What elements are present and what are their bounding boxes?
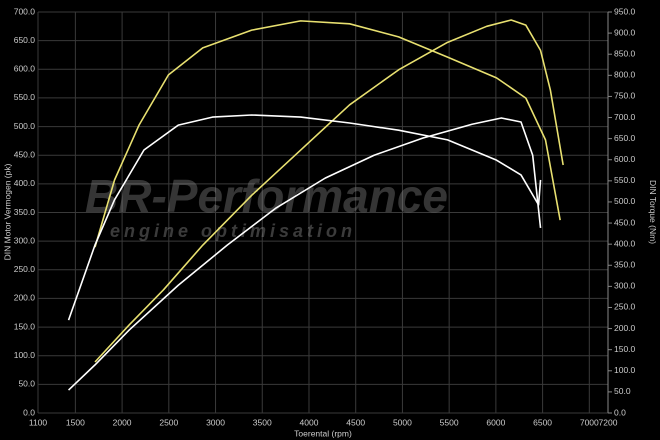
- x-tick-label: 3000: [206, 417, 225, 427]
- y2-tick-label: 150.0: [614, 344, 636, 354]
- series-line: [67, 114, 542, 321]
- y2-tick-label: 750.0: [614, 91, 636, 101]
- x-tick-label: 2500: [159, 417, 178, 427]
- x-tick-label: 3500: [253, 417, 272, 427]
- y-tick-label: 250.0: [14, 264, 36, 274]
- x-tick-label: 5500: [440, 417, 459, 427]
- y2-tick-label: 450.0: [614, 217, 636, 227]
- y2-tick-label: 650.0: [614, 133, 636, 143]
- watermark: BR-Performance engine optimisation: [85, 170, 448, 241]
- x-tick-label: 6500: [533, 417, 552, 427]
- y2-tick-label: 800.0: [614, 70, 636, 80]
- y-tick-label: 150.0: [14, 321, 36, 331]
- y2-tick-label: 600.0: [614, 154, 636, 164]
- y-tick-label: 100.0: [14, 350, 36, 360]
- x-tick-label: 7200: [599, 417, 618, 427]
- x-tick-label: 1500: [66, 417, 85, 427]
- x-tick-label: 5000: [393, 417, 412, 427]
- y-tick-label: 400.0: [14, 178, 36, 188]
- y2-tick-label: 550.0: [614, 175, 636, 185]
- y2-tick-label: 250.0: [614, 302, 636, 312]
- watermark-tagline: engine optimisation: [110, 221, 356, 241]
- y-tick-label: 0.0: [23, 407, 35, 417]
- y2-tick-label: 0.0: [614, 407, 626, 417]
- x-tick-label: 1100: [29, 417, 48, 427]
- y2-tick-label: 500.0: [614, 196, 636, 206]
- y2-tick-label: 50.0: [614, 386, 631, 396]
- y-tick-label: 450.0: [14, 149, 36, 159]
- y-tick-label: 300.0: [14, 235, 36, 245]
- x-tick-label: 7000: [580, 417, 599, 427]
- y2-axis-title: DIN Torque (Nm): [648, 180, 658, 244]
- y-tick-label: 600.0: [14, 64, 36, 74]
- y-tick-label: 50.0: [18, 379, 35, 389]
- y-tick-label: 500.0: [14, 121, 36, 131]
- y2-tick-label: 300.0: [614, 281, 636, 291]
- y-tick-label: 200.0: [14, 293, 36, 303]
- series-line: [94, 20, 561, 248]
- series-line: [68, 117, 542, 391]
- y2-tick-label: 350.0: [614, 260, 636, 270]
- y2-tick-label: 950.0: [614, 6, 636, 16]
- y2-tick-label: 100.0: [614, 365, 636, 375]
- y-axis-title: DIN Motor Vermogen (pk): [2, 163, 12, 260]
- x-tick-label: 4500: [346, 417, 365, 427]
- x-tick-label: 4000: [300, 417, 319, 427]
- y-tick-label: 550.0: [14, 92, 36, 102]
- y-tick-label: 350.0: [14, 207, 36, 217]
- y2-tick-label: 850.0: [614, 48, 636, 58]
- y-tick-label: 650.0: [14, 35, 36, 45]
- y-tick-label: 700.0: [14, 6, 36, 16]
- series-line: [94, 19, 564, 363]
- y2-tick-label: 400.0: [614, 238, 636, 248]
- y2-tick-label: 700.0: [614, 112, 636, 122]
- y2-tick-label: 900.0: [614, 27, 636, 37]
- x-axis-title: Toerental (rpm): [294, 428, 352, 438]
- watermark-brand: BR-Performance: [85, 170, 448, 222]
- y2-tick-label: 200.0: [614, 323, 636, 333]
- x-tick-label: 2000: [113, 417, 132, 427]
- x-tick-label: 6000: [486, 417, 505, 427]
